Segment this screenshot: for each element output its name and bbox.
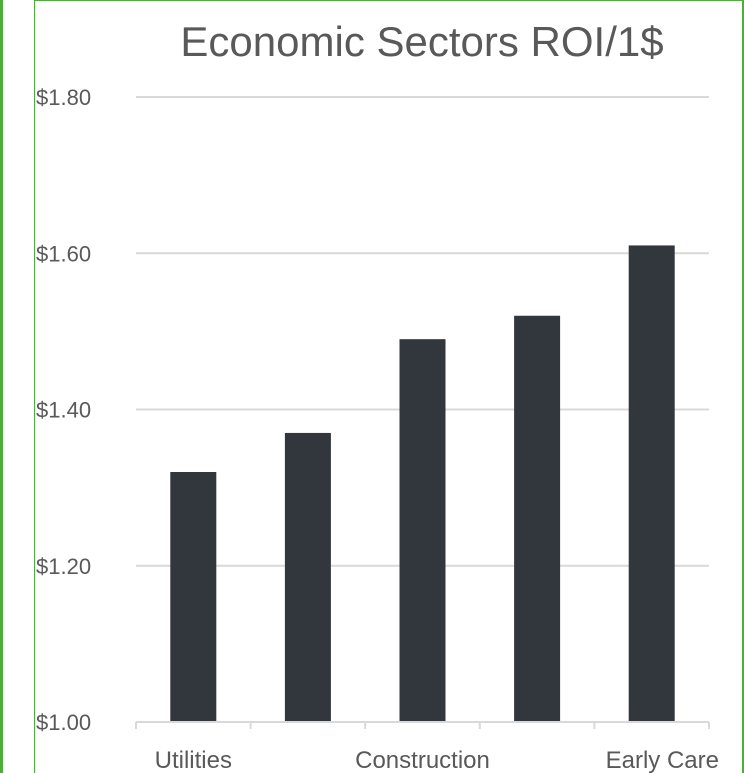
frame-inner-border: [34, 0, 35, 773]
y-tick-label: $1.60: [36, 241, 91, 266]
y-tick-label: $1.00: [36, 710, 91, 735]
y-axis-tick-labels: $1.80 $1.60 $1.40 $1.20 $1.00: [36, 85, 91, 735]
bar: [399, 339, 446, 722]
y-tick-label: $1.40: [36, 398, 91, 423]
x-axis: [135, 721, 710, 729]
chart-title: Economic Sectors ROI/1$: [180, 18, 663, 65]
frame-top-border: [34, 0, 744, 1]
bar: [514, 315, 561, 722]
bar: [284, 432, 331, 722]
bar: [628, 245, 675, 722]
bars: [170, 245, 675, 722]
y-tick-label: $1.20: [36, 554, 91, 579]
frame-left-border: [0, 0, 3, 773]
bar: [170, 472, 217, 722]
x-axis-tick-labels: Utilities Construction Early Care: [155, 747, 719, 773]
x-tick-label: Construction: [355, 747, 490, 773]
y-tick-label: $1.80: [36, 85, 91, 110]
x-tick-label: Utilities: [155, 747, 232, 773]
x-tick-label: Early Care: [606, 747, 719, 773]
frame-right-border: [742, 0, 744, 773]
